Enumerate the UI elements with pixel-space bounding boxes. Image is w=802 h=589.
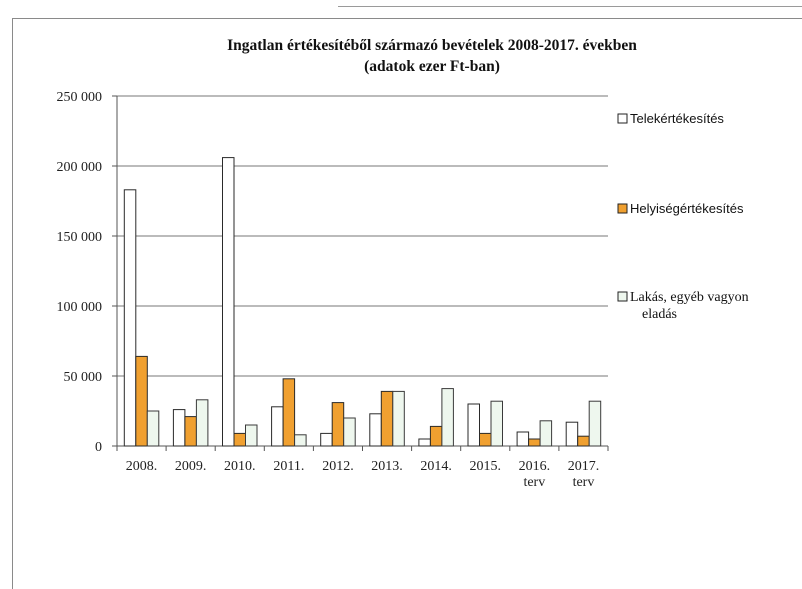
bar — [369, 413, 382, 447]
bar — [271, 406, 284, 447]
x-axis-tick-labels: 2008. 2009. 2010. 2011. 2012. 2013. 2014. 2015.… — [126, 459, 599, 490]
bar — [516, 431, 530, 447]
bar — [282, 378, 296, 447]
page-top-rule — [338, 6, 802, 7]
x-tick-label: 2008. — [126, 459, 158, 474]
bar — [528, 438, 541, 447]
y-axis-tick-labels: 0 50 000 100 000 150 000 200 000 250 000 — [57, 90, 103, 455]
legend-swatch — [617, 203, 628, 214]
legend: Telekértékesítés Helyiségértékesítés Lakás… — [617, 111, 749, 322]
bar — [441, 388, 454, 447]
bar — [343, 417, 356, 447]
bar — [467, 403, 480, 447]
bar — [429, 425, 443, 447]
legend-label: Lakás, egyéb vagyon — [630, 290, 749, 305]
legend-label: Helyiségértékesítés — [630, 201, 744, 216]
bar — [245, 424, 258, 447]
bar — [294, 434, 307, 447]
chart-subtitle: (adatok ezer Ft-ban) — [364, 58, 500, 75]
bar — [490, 400, 503, 447]
bar — [146, 410, 160, 447]
bar — [172, 409, 186, 447]
bar — [233, 432, 246, 447]
bar — [123, 189, 137, 447]
x-tick-label: 2012. — [322, 459, 354, 474]
x-tick-label: 2013. — [371, 459, 403, 474]
x-tick-sublabel: terv — [573, 475, 595, 490]
chart-frame — [12, 18, 802, 589]
y-tick-label: 200 000 — [57, 160, 103, 175]
y-tick-label: 0 — [95, 440, 102, 455]
y-tick-label: 100 000 — [57, 300, 103, 315]
y-tick-label: 250 000 — [57, 90, 103, 105]
bar — [392, 390, 405, 447]
legend-label-line2: eladás — [642, 307, 677, 322]
x-tick-label: 2010. — [224, 459, 256, 474]
bar — [320, 432, 333, 447]
x-tick-label: 2014. — [420, 459, 452, 474]
bar — [418, 438, 431, 447]
bar — [380, 390, 394, 447]
bar — [577, 435, 590, 447]
gridlines — [112, 95, 609, 451]
x-tick-label: 2017. — [568, 459, 600, 474]
bar — [565, 421, 579, 447]
bar — [539, 420, 553, 447]
bars — [123, 157, 602, 447]
bar — [588, 400, 602, 447]
bar — [331, 402, 345, 447]
chart-title: Ingatlan értékesítéből származó bevétele… — [227, 37, 637, 54]
y-tick-label: 50 000 — [64, 370, 103, 385]
bar — [222, 157, 235, 447]
x-tick-label: 2015. — [470, 459, 502, 474]
bar — [195, 399, 209, 447]
legend-label: Telekértékesítés — [630, 111, 724, 126]
legend-swatch — [617, 291, 628, 302]
bar — [135, 355, 148, 447]
x-tick-label: 2009. — [175, 459, 207, 474]
legend-swatch — [617, 113, 628, 124]
x-tick-label: 2011. — [273, 459, 304, 474]
bar — [184, 416, 197, 447]
x-tick-label: 2016. — [519, 459, 551, 474]
y-tick-label: 150 000 — [57, 230, 103, 245]
bar — [479, 432, 492, 447]
x-tick-sublabel: terv — [523, 475, 545, 490]
